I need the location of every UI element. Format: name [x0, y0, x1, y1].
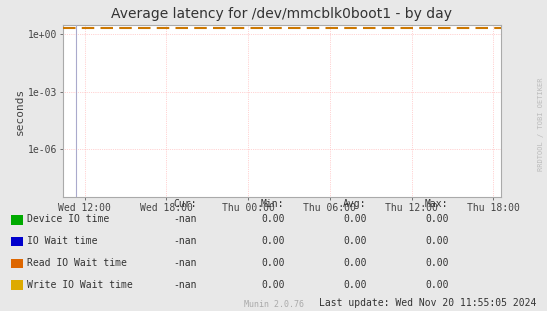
- Text: Cur:: Cur:: [173, 199, 197, 209]
- Text: -nan: -nan: [173, 214, 197, 224]
- Text: Last update: Wed Nov 20 11:55:05 2024: Last update: Wed Nov 20 11:55:05 2024: [319, 298, 536, 308]
- Text: Munin 2.0.76: Munin 2.0.76: [243, 300, 304, 309]
- Text: Device IO time: Device IO time: [27, 214, 109, 224]
- Text: -nan: -nan: [173, 280, 197, 290]
- Y-axis label: seconds: seconds: [15, 88, 25, 135]
- Text: Max:: Max:: [425, 199, 449, 209]
- Text: 0.00: 0.00: [261, 214, 284, 224]
- Text: Write IO Wait time: Write IO Wait time: [27, 280, 133, 290]
- Text: 0.00: 0.00: [343, 214, 366, 224]
- Text: 0.00: 0.00: [261, 280, 284, 290]
- Text: Read IO Wait time: Read IO Wait time: [27, 258, 127, 268]
- Text: Avg:: Avg:: [343, 199, 366, 209]
- Text: 0.00: 0.00: [425, 236, 449, 246]
- Text: Min:: Min:: [261, 199, 284, 209]
- Text: 0.00: 0.00: [261, 258, 284, 268]
- Text: 0.00: 0.00: [343, 280, 366, 290]
- Text: RRDTOOL / TOBI OETIKER: RRDTOOL / TOBI OETIKER: [538, 78, 544, 171]
- Text: 0.00: 0.00: [343, 258, 366, 268]
- Text: 0.00: 0.00: [425, 214, 449, 224]
- Text: -nan: -nan: [173, 236, 197, 246]
- Text: IO Wait time: IO Wait time: [27, 236, 98, 246]
- Text: 0.00: 0.00: [425, 258, 449, 268]
- Text: 0.00: 0.00: [261, 236, 284, 246]
- Text: 0.00: 0.00: [343, 236, 366, 246]
- Text: -nan: -nan: [173, 258, 197, 268]
- Title: Average latency for /dev/mmcblk0boot1 - by day: Average latency for /dev/mmcblk0boot1 - …: [111, 7, 452, 21]
- Text: 0.00: 0.00: [425, 280, 449, 290]
